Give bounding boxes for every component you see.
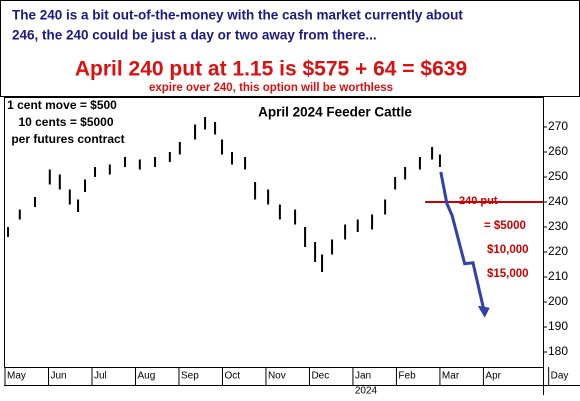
y-tick-label: 190 (548, 319, 568, 333)
x-tick-label: Jul (94, 371, 107, 382)
x-tick-label: Sep (181, 371, 199, 382)
projection-line (439, 171, 487, 315)
x-tick-label: Nov (268, 371, 286, 382)
y-tick-label: 210 (548, 269, 568, 283)
y-tick-label: 240 (548, 194, 568, 208)
header-line: 246, the 240 could be just a day or two … (12, 28, 377, 43)
header-line: The 240 is a bit out-of-the-money with t… (12, 8, 463, 23)
x-tick-label: Dec (311, 371, 329, 382)
x-tick-label: Oct (224, 371, 240, 382)
info: 1 cent move = $500 (7, 98, 117, 112)
y-tick-label: 270 (548, 119, 568, 133)
year-label: 2024 (355, 386, 378, 397)
info: per futures contract (11, 132, 124, 146)
x-tick-label: May (7, 371, 26, 382)
headline: April 240 put at 1.15 is $575 + 64 = $63… (75, 58, 467, 81)
info: 10 cents = $5000 (18, 115, 113, 129)
header-box (0, 0, 580, 97)
x-tick-label: Feb (398, 371, 416, 382)
y-tick-label: 180 (548, 344, 568, 358)
note: expire over 240, this option will be wor… (149, 82, 393, 94)
payoff-label: $10,000 (487, 244, 529, 256)
y-tick-label: 250 (548, 169, 568, 183)
payoff-label: = $5000 (484, 220, 526, 232)
payoff-label: $15,000 (487, 268, 529, 280)
x-tick-label: Day (551, 371, 569, 382)
x-tick-label: Jun (50, 371, 66, 382)
y-tick-label: 200 (548, 294, 568, 308)
y-tick-label: 220 (548, 244, 568, 258)
arrow-head (477, 305, 490, 318)
chart-title: April 2024 Feeder Cattle (258, 105, 412, 120)
strike-label: 240 put (459, 195, 498, 207)
x-tick-label: Apr (485, 371, 501, 382)
y-tick-label: 230 (548, 219, 568, 233)
y-tick-label: 260 (548, 144, 568, 158)
x-tick-label: Mar (442, 371, 460, 382)
x-tick-label: Aug (137, 371, 155, 382)
plot-frame (4, 97, 544, 368)
x-tick-label: Jan (355, 371, 371, 382)
